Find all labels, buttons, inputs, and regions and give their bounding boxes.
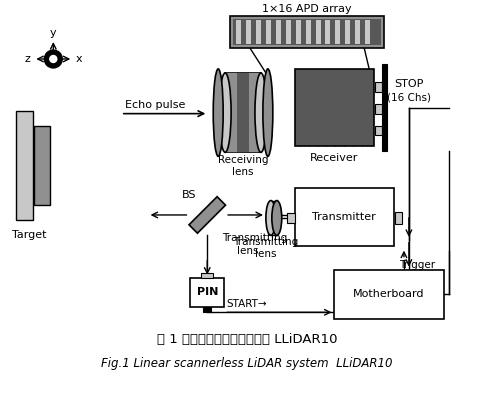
Text: Fig.1 Linear scannerless LiDAR system  LLiDAR10: Fig.1 Linear scannerless LiDAR system LL… xyxy=(101,357,393,370)
Text: lens: lens xyxy=(237,246,259,256)
Bar xyxy=(287,213,295,223)
Ellipse shape xyxy=(213,69,223,156)
Bar xyxy=(190,278,224,307)
Text: Echo pulse: Echo pulse xyxy=(125,100,186,110)
Bar xyxy=(375,126,382,136)
Text: BS: BS xyxy=(182,190,197,200)
Bar xyxy=(286,20,290,44)
Bar xyxy=(365,20,370,44)
Text: Transmitting: Transmitting xyxy=(222,233,288,243)
Text: Transmitting
lens: Transmitting lens xyxy=(233,237,298,259)
Ellipse shape xyxy=(255,73,267,152)
Text: Target: Target xyxy=(12,230,47,240)
Polygon shape xyxy=(189,197,226,233)
Bar xyxy=(395,212,402,224)
Bar xyxy=(335,20,340,44)
Bar xyxy=(296,20,301,44)
Bar xyxy=(345,20,350,44)
Text: 图 1 线阵非扫描激光雷达系统 LLiDAR10: 图 1 线阵非扫描激光雷达系统 LLiDAR10 xyxy=(157,333,337,346)
Bar xyxy=(35,126,50,205)
Circle shape xyxy=(50,55,57,63)
Ellipse shape xyxy=(272,201,282,235)
Text: 1×16 APD array: 1×16 APD array xyxy=(262,4,352,14)
Text: x: x xyxy=(76,54,82,64)
Text: Transmitter: Transmitter xyxy=(313,212,376,222)
Text: Motherboard: Motherboard xyxy=(353,289,425,299)
Bar xyxy=(225,73,261,152)
Bar xyxy=(295,188,394,246)
Bar xyxy=(15,111,34,220)
Bar xyxy=(204,307,211,312)
Ellipse shape xyxy=(266,201,276,235)
Bar xyxy=(233,19,381,45)
Bar xyxy=(316,20,321,44)
Text: START→: START→ xyxy=(226,299,267,309)
Text: STOP: STOP xyxy=(394,79,423,89)
Text: (16 Chs): (16 Chs) xyxy=(387,93,431,103)
Text: z: z xyxy=(25,54,31,64)
Bar xyxy=(236,20,241,44)
Bar xyxy=(246,20,251,44)
Bar xyxy=(355,20,360,44)
Bar xyxy=(306,20,311,44)
Bar xyxy=(382,64,387,151)
Bar xyxy=(256,20,261,44)
Ellipse shape xyxy=(219,73,231,152)
Circle shape xyxy=(44,50,62,68)
Text: Receiver: Receiver xyxy=(310,153,359,163)
Bar xyxy=(326,20,330,44)
Bar xyxy=(237,73,249,152)
Text: Receiving
lens: Receiving lens xyxy=(218,156,268,177)
Bar xyxy=(375,82,382,92)
Text: y: y xyxy=(50,28,57,38)
Bar xyxy=(276,20,281,44)
Text: Trigger: Trigger xyxy=(399,260,435,270)
Bar xyxy=(202,273,213,278)
Bar xyxy=(334,269,444,319)
Bar xyxy=(230,16,384,48)
Bar xyxy=(295,69,374,146)
Bar xyxy=(266,20,271,44)
Bar xyxy=(375,104,382,114)
Ellipse shape xyxy=(263,69,273,156)
Text: PIN: PIN xyxy=(197,287,218,297)
